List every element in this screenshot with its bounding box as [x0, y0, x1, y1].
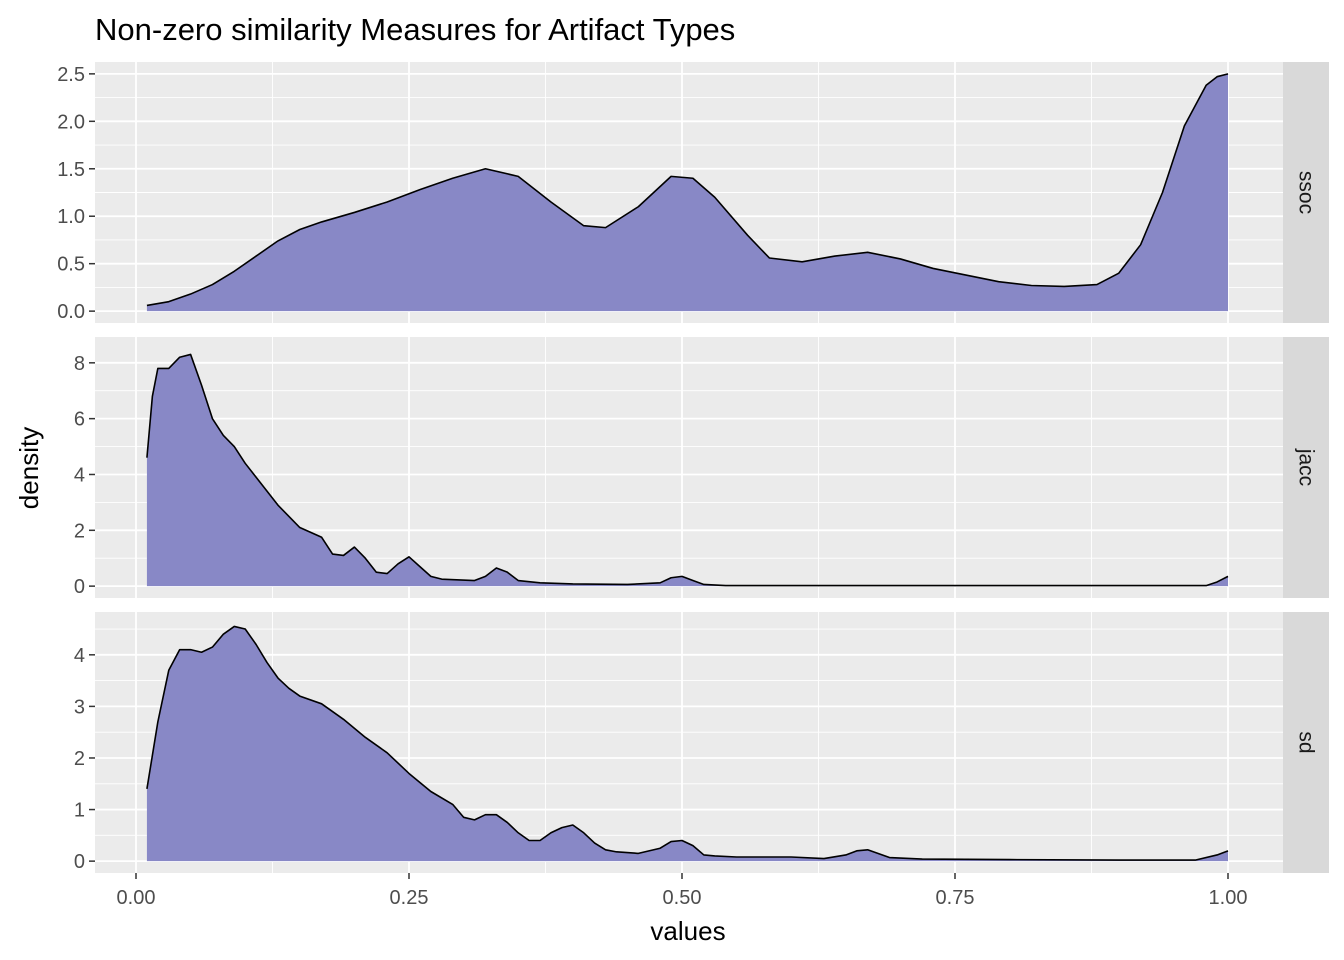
- y-tick-label: 0.0: [57, 301, 85, 323]
- y-tick-label: 2.5: [57, 64, 85, 86]
- y-tick-label: 1.5: [57, 159, 85, 181]
- x-axis-title: values: [650, 916, 725, 946]
- y-tick-label: 6: [74, 409, 85, 431]
- density-line-ssoc: [146, 73, 1229, 307]
- x-tick-label: 0.00: [117, 887, 156, 909]
- y-tick-label: 4: [74, 645, 85, 667]
- x-tick-label: 0.25: [390, 887, 429, 909]
- density-line-jacc: [146, 353, 1229, 587]
- density-line-sd: [146, 625, 1229, 861]
- density-area-sd: [146, 626, 1228, 862]
- facet-strip-label: sd: [1295, 731, 1318, 753]
- y-tick-label: 2: [74, 748, 85, 770]
- y-tick-label: 2.0: [57, 111, 85, 133]
- density-area-ssoc: [146, 73, 1228, 312]
- y-tick-label: 8: [74, 353, 85, 375]
- y-tick-label: 1.0: [57, 206, 85, 228]
- x-tick-label: 0.50: [663, 887, 702, 909]
- y-tick-label: 3: [74, 696, 85, 718]
- facet-panel-jacc: 0 2 4 6 8 jacc: [74, 337, 1329, 598]
- y-tick-label: 0: [74, 851, 85, 873]
- y-tick-label: 0: [74, 576, 85, 598]
- x-tick-label: 0.75: [936, 887, 975, 909]
- x-axis: 0.00 0.25 0.50 0.75 1.00: [117, 873, 1248, 909]
- facet-strip: [1283, 337, 1329, 598]
- facet-panels: 0.0 0.5 1.0 1.5 2.0 2.5 ssoc 0 2 4 6 8 jacc 0 1 2 3 4 sd: [57, 62, 1329, 873]
- facet-strip: [1283, 612, 1329, 873]
- y-tick-label: 1: [74, 800, 85, 822]
- facet-strip: [1283, 62, 1329, 323]
- facet-strip-label: ssoc: [1295, 171, 1318, 214]
- y-tick-label: 2: [74, 520, 85, 542]
- facet-strip-label: jacc: [1295, 448, 1318, 486]
- chart-title: Non-zero similarity Measures for Artifac…: [95, 12, 735, 47]
- facet-panel-sd: 0 1 2 3 4 sd: [74, 612, 1329, 873]
- facet-panel-ssoc: 0.0 0.5 1.0 1.5 2.0 2.5 ssoc: [57, 62, 1329, 323]
- y-tick-label: 4: [74, 464, 85, 486]
- density-area-jacc: [146, 354, 1228, 587]
- y-axis-title: density: [14, 427, 44, 509]
- x-tick-label: 1.00: [1209, 887, 1248, 909]
- y-tick-label: 0.5: [57, 254, 85, 276]
